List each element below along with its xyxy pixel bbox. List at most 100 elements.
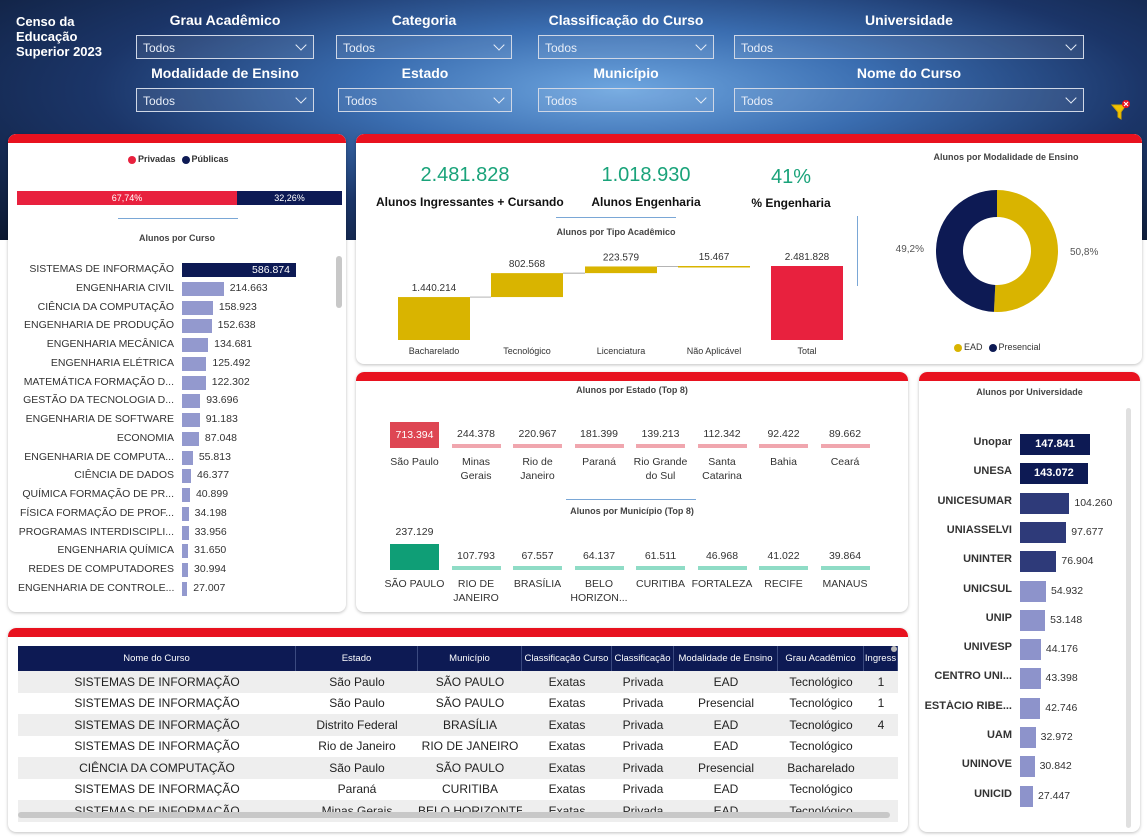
filter-dropdown[interactable]: Todos <box>336 35 512 59</box>
card-accent <box>356 134 1142 143</box>
univ-bar[interactable] <box>1020 639 1041 661</box>
table-column-header[interactable]: Grau Acadêmico <box>778 646 864 671</box>
course-bar[interactable]: 586.874 <box>182 263 296 277</box>
course-bar[interactable] <box>182 394 201 409</box>
table-column-header[interactable]: Nome do Curso <box>18 646 296 671</box>
course-value: 33.956 <box>194 525 227 538</box>
course-bar[interactable] <box>182 581 188 596</box>
univ-bar[interactable] <box>1020 492 1070 514</box>
table-cell: Privada <box>622 782 664 797</box>
univ-label: UNICESUMAR <box>937 494 1012 507</box>
municipio-chart-bar[interactable] <box>820 566 870 570</box>
table-column-header[interactable]: Classificação Curso <box>522 646 612 671</box>
courses-scrollbar[interactable] <box>336 256 342 308</box>
table-column-header[interactable]: Classificação <box>612 646 674 671</box>
course-bar[interactable] <box>182 375 206 390</box>
municipio-chart-bar[interactable] <box>697 566 747 570</box>
clear-filters-button[interactable] <box>1110 100 1132 122</box>
estado-chart-bar[interactable] <box>697 444 747 448</box>
estado-chart-bar[interactable]: 713.394 <box>390 422 439 448</box>
filter-label: Município <box>593 65 659 81</box>
table-vertical-scrollbar[interactable] <box>891 646 897 652</box>
univ-bar[interactable] <box>1020 727 1036 748</box>
filter-dropdown[interactable]: Todos <box>136 88 314 112</box>
filter-dropdown[interactable]: Todos <box>538 35 714 59</box>
course-bar[interactable] <box>182 525 189 540</box>
estado-chart-bar[interactable] <box>820 444 870 448</box>
table-cell: BRASÍLIA <box>442 717 498 732</box>
filter-label: Categoria <box>391 12 457 28</box>
course-bar[interactable] <box>182 544 189 559</box>
course-label: CIÊNCIA DE DADOS <box>74 469 174 482</box>
course-bar[interactable] <box>182 506 189 521</box>
estado-chart-bar[interactable] <box>636 444 685 448</box>
municipio-chart-bar[interactable] <box>759 566 808 570</box>
courses-chart-title: Alunos por Curso <box>139 233 215 243</box>
waterfall-category: Licenciatura <box>597 346 646 356</box>
course-value: 31.650 <box>194 544 227 557</box>
filter-dropdown[interactable]: Todos <box>338 88 512 112</box>
table-row[interactable]: SISTEMAS DE INFORMAÇÃO Distrito Federal BR… <box>18 714 898 736</box>
estado-chart-bar[interactable] <box>574 444 624 448</box>
course-label: CIÊNCIA DA COMPUTAÇÃO <box>37 300 174 313</box>
municipio-chart-category-line: HORIZON... <box>570 592 628 604</box>
municipio-chart-bar[interactable]: 237.129 <box>390 526 439 570</box>
course-bar[interactable] <box>182 300 213 315</box>
estado-chart-bar[interactable] <box>759 444 808 448</box>
estado-chart-bar[interactable] <box>513 444 562 448</box>
municipio-chart-bar[interactable] <box>513 566 562 570</box>
filter-dropdown[interactable]: Todos <box>734 88 1084 112</box>
univ-bar[interactable]: 143.072 <box>1020 463 1088 485</box>
table-row[interactable]: SISTEMAS DE INFORMAÇÃO São Paulo SÃO PAULO… <box>18 671 898 693</box>
course-bar[interactable] <box>182 563 189 577</box>
legend-presencial: Presencial <box>988 342 1041 352</box>
municipio-chart-category: MANAUS <box>813 577 878 591</box>
univ-bar[interactable] <box>1020 756 1035 778</box>
univ-bar[interactable] <box>1020 668 1041 690</box>
filter-label: Grau Acadêmico <box>169 12 281 28</box>
course-bar[interactable] <box>182 319 212 334</box>
course-bar[interactable] <box>182 469 191 484</box>
table-row[interactable]: CIÊNCIA DA COMPUTAÇÃO São Paulo SÃO PAULO E… <box>18 757 898 779</box>
filter-dropdown[interactable]: Todos <box>136 35 314 59</box>
table-row[interactable]: SISTEMAS DE INFORMAÇÃO Rio de Janeiro RIO … <box>18 736 898 758</box>
univ-label: UNICID <box>974 787 1012 800</box>
filter-dropdown[interactable]: Todos <box>538 88 714 112</box>
estado-chart-bar[interactable] <box>451 444 501 448</box>
municipio-chart-bar[interactable] <box>636 566 685 570</box>
course-bar[interactable] <box>182 356 207 371</box>
table-row[interactable]: SISTEMAS DE INFORMAÇÃO São Paulo SÃO PAULO… <box>18 693 898 715</box>
universidade-scrollbar[interactable] <box>1126 408 1131 828</box>
univ-bar[interactable] <box>1020 785 1033 807</box>
estado-chart-category-line: Janeiro <box>520 470 555 482</box>
filter-dropdown[interactable]: Todos <box>734 35 1084 59</box>
municipio-chart-bar[interactable] <box>574 566 624 570</box>
table-column-header[interactable]: Ingress <box>864 646 898 671</box>
course-bar[interactable] <box>182 338 209 352</box>
table-row[interactable]: SISTEMAS DE INFORMAÇÃO Minas Gerais BELO H… <box>18 800 898 822</box>
table-cell: SISTEMAS DE INFORMAÇÃO <box>74 782 240 797</box>
univ-bar[interactable] <box>1020 521 1067 543</box>
municipio-chart-bar[interactable] <box>451 566 501 570</box>
table-row[interactable]: SISTEMAS DE INFORMAÇÃO Paraná CURITIBA Exat… <box>18 779 898 801</box>
table-horizontal-scrollbar[interactable] <box>18 812 890 818</box>
univ-bar[interactable] <box>1020 551 1057 573</box>
table-cell: São Paulo <box>329 674 385 689</box>
course-bar[interactable] <box>182 450 193 465</box>
table-column-header[interactable]: Município <box>418 646 522 671</box>
univ-bar[interactable] <box>1020 580 1046 602</box>
course-bar[interactable] <box>182 488 190 502</box>
univ-bar[interactable] <box>1020 609 1046 631</box>
filter-4: Universidade Todos <box>734 12 1084 59</box>
univ-bar[interactable] <box>1020 697 1041 719</box>
univ-bar[interactable]: 147.841 <box>1020 434 1090 455</box>
course-bar[interactable] <box>182 281 224 296</box>
filter-value: Todos <box>545 94 578 108</box>
course-value: 87.048 <box>204 431 238 444</box>
course-bar[interactable] <box>182 431 199 446</box>
table-column-header[interactable]: Modalidade de Ensino <box>674 646 778 671</box>
course-label: FÍSICA FORMAÇÃO DE PROF... <box>19 506 174 519</box>
course-bar[interactable] <box>182 413 200 427</box>
table-cell: Tecnológico <box>789 696 853 711</box>
table-column-header[interactable]: Estado <box>296 646 418 671</box>
